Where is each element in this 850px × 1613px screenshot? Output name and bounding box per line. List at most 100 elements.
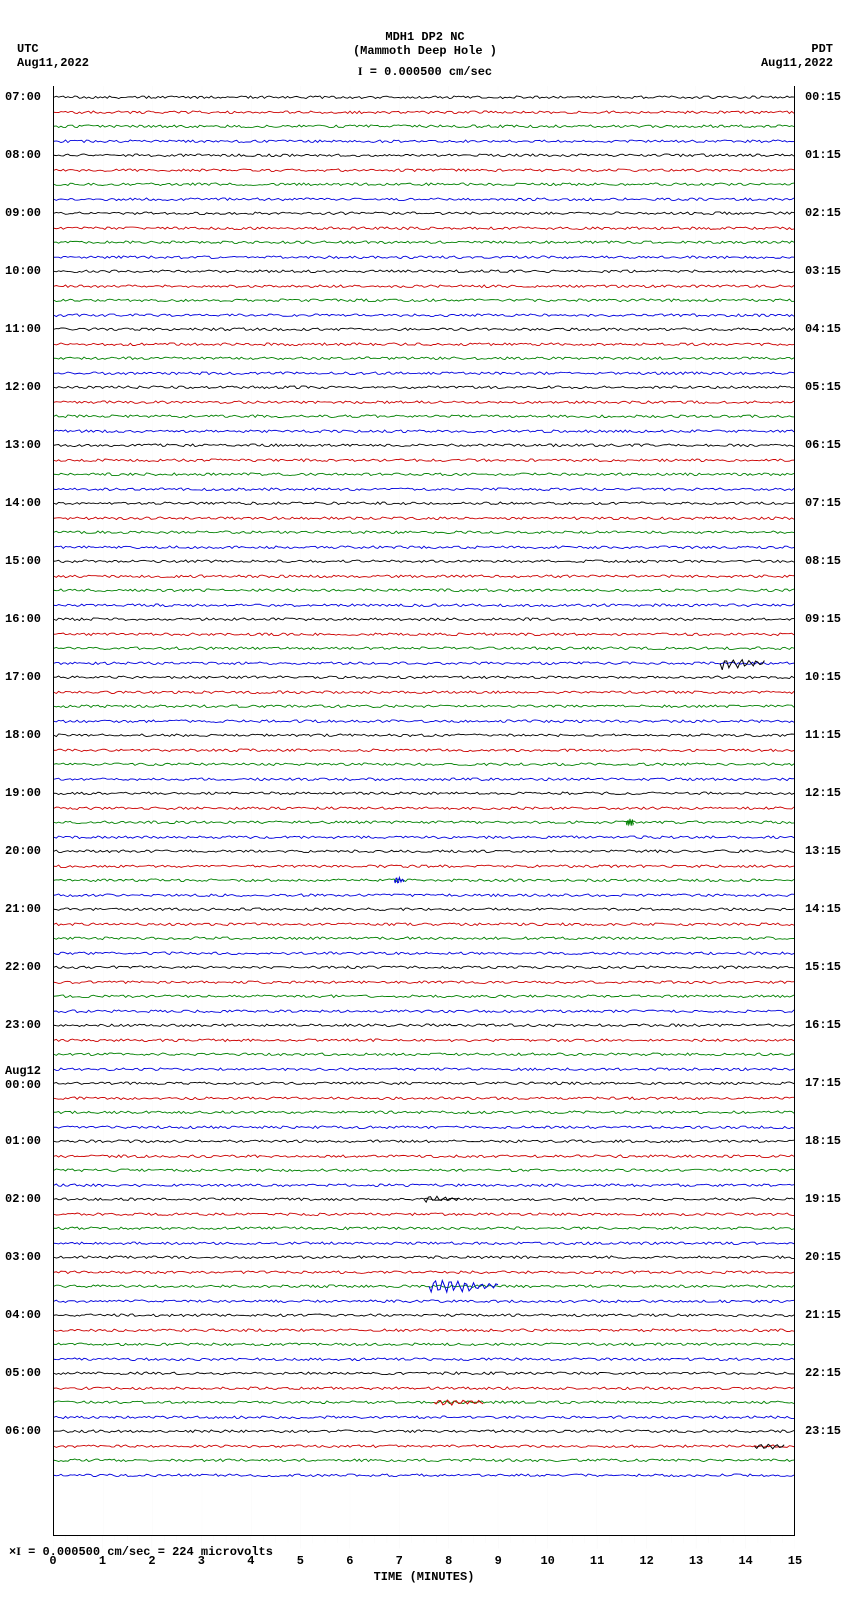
- trace-row: [54, 264, 794, 279]
- trace-row: [54, 496, 794, 511]
- header-right-block: PDT Aug11,2022: [761, 42, 833, 70]
- trace-row: [54, 598, 794, 613]
- trace-row: [54, 888, 794, 903]
- trace-row: [54, 1308, 794, 1323]
- trace-row: [54, 1366, 794, 1381]
- trace-row: [54, 685, 794, 700]
- trace-row: [54, 1163, 794, 1178]
- right-time-label: 05:15: [805, 380, 841, 394]
- trace-row: [54, 786, 794, 801]
- trace-row: [54, 511, 794, 526]
- trace-row: [54, 714, 794, 729]
- trace-row: [54, 351, 794, 366]
- trace-row: [54, 177, 794, 192]
- x-tick-label: 8: [445, 1554, 452, 1568]
- right-time-label: 17:15: [805, 1076, 841, 1090]
- right-time-label: 22:15: [805, 1366, 841, 1380]
- trace-row: [54, 1337, 794, 1352]
- right-time-label: 13:15: [805, 844, 841, 858]
- trace-row: [54, 627, 794, 642]
- x-axis: 0123456789101112131415 TIME (MINUTES): [53, 1536, 795, 1576]
- right-time-label: 10:15: [805, 670, 841, 684]
- trace-row: [54, 1323, 794, 1338]
- left-time-label: 16:00: [5, 612, 41, 626]
- left-time-label: 02:00: [5, 1192, 41, 1206]
- x-axis-title: TIME (MINUTES): [53, 1570, 795, 1584]
- trace-row: [54, 163, 794, 178]
- x-tick-label: 1: [99, 1554, 106, 1568]
- x-tick-label: 5: [297, 1554, 304, 1568]
- right-time-label: 01:15: [805, 148, 841, 162]
- right-time-label: 06:15: [805, 438, 841, 452]
- trace-row: [54, 293, 794, 308]
- left-time-label: 23:00: [5, 1018, 41, 1032]
- right-time-label: 02:15: [805, 206, 841, 220]
- left-time-label: 08:00: [5, 148, 41, 162]
- left-time-label: Aug1200:00: [5, 1064, 41, 1092]
- right-time-label: 07:15: [805, 496, 841, 510]
- left-time-label: 07:00: [5, 90, 41, 104]
- trace-row: [54, 656, 794, 671]
- left-time-label: 03:00: [5, 1250, 41, 1264]
- trace-row: [54, 612, 794, 627]
- trace-row: [54, 1395, 794, 1410]
- trace-row: [54, 801, 794, 816]
- left-time-label: 21:00: [5, 902, 41, 916]
- trace-row: [54, 670, 794, 685]
- station-code: MDH1 DP2 NC: [5, 30, 845, 44]
- trace-row: [54, 525, 794, 540]
- x-tick-label: 11: [590, 1554, 604, 1568]
- trace-row: [54, 554, 794, 569]
- trace-row: [54, 134, 794, 149]
- trace-row: [54, 1076, 794, 1091]
- trace-row: [54, 337, 794, 352]
- x-tick-label: 3: [198, 1554, 205, 1568]
- right-time-label: 18:15: [805, 1134, 841, 1148]
- trace-row: [54, 1279, 794, 1294]
- trace-row: [54, 1236, 794, 1251]
- trace-row: [54, 859, 794, 874]
- trace-row: [54, 1018, 794, 1033]
- trace-row: [54, 1221, 794, 1236]
- trace-row: [54, 1062, 794, 1077]
- trace-row: [54, 1004, 794, 1019]
- right-time-label: 03:15: [805, 264, 841, 278]
- trace-row: [54, 438, 794, 453]
- x-tick-label: 15: [788, 1554, 802, 1568]
- right-time-label: 14:15: [805, 902, 841, 916]
- trace-row: [54, 322, 794, 337]
- scale-line: I = 0.000500 cm/sec: [5, 64, 845, 79]
- right-time-label: 11:15: [805, 728, 841, 742]
- trace-row: [54, 1468, 794, 1483]
- trace-row: [54, 975, 794, 990]
- trace-row: [54, 467, 794, 482]
- trace-row: [54, 815, 794, 830]
- x-tick-label: 7: [396, 1554, 403, 1568]
- right-time-label: 23:15: [805, 1424, 841, 1438]
- scale-text: = 0.000500 cm/sec: [363, 65, 493, 79]
- trace-row: [54, 119, 794, 134]
- right-time-label: 08:15: [805, 554, 841, 568]
- trace-row: [54, 1091, 794, 1106]
- header-center-block: MDH1 DP2 NC (Mammoth Deep Hole ) I = 0.0…: [5, 30, 845, 79]
- right-time-label: 00:15: [805, 90, 841, 104]
- x-tick-label: 9: [495, 1554, 502, 1568]
- x-axis-tick-marks: [53, 1536, 795, 1554]
- trace-row: [54, 830, 794, 845]
- trace-row: [54, 1439, 794, 1454]
- right-time-label: 16:15: [805, 1018, 841, 1032]
- trace-row: [54, 757, 794, 772]
- right-time-label: 12:15: [805, 786, 841, 800]
- trace-row: [54, 90, 794, 105]
- trace-row: [54, 989, 794, 1004]
- trace-row: [54, 1352, 794, 1367]
- left-time-label: 20:00: [5, 844, 41, 858]
- left-time-label: 10:00: [5, 264, 41, 278]
- left-time-label: 22:00: [5, 960, 41, 974]
- trace-row: [54, 1033, 794, 1048]
- trace-row: [54, 366, 794, 381]
- trace-row: [54, 482, 794, 497]
- left-time-label: 14:00: [5, 496, 41, 510]
- trace-row: [54, 206, 794, 221]
- trace-row: [54, 540, 794, 555]
